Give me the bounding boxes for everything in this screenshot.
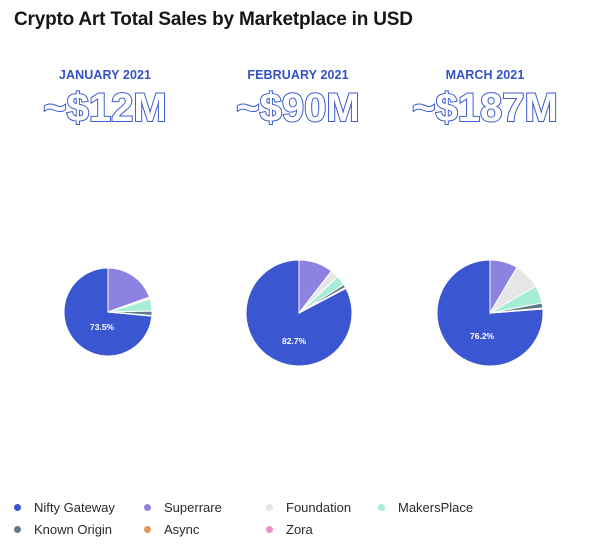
legend-label: MakersPlace	[398, 499, 474, 515]
legend-row-1: Nifty Gateway Superrare Foundation MakersPl…	[14, 496, 594, 518]
legend-swatch	[144, 503, 151, 511]
total-sales-january: ~$12M	[42, 85, 167, 131]
legend-swatch	[14, 503, 21, 511]
legend-item-foundation: Foundation	[266, 500, 378, 515]
pie-data-label: 76.2%	[470, 331, 495, 341]
chart-title: Crypto Art Total Sales by Marketplace in…	[14, 9, 413, 30]
total-sales-february: ~$90M	[235, 85, 360, 131]
legend-item-nifty-gateway: Nifty Gateway	[14, 500, 144, 515]
legend-item-async: Async	[144, 522, 266, 537]
pie-january: 73.5%	[63, 267, 153, 357]
column-march: MARCH 2021 ~$187M	[400, 68, 570, 131]
legend-swatch	[378, 503, 385, 511]
legend-label: Known Origin	[34, 521, 113, 537]
month-label-january: JANUARY 2021	[58, 68, 152, 82]
legend-item-superrare: Superrare	[144, 500, 266, 515]
pie-slice-superrare	[107, 267, 151, 313]
legend-item-zora: Zora	[266, 522, 378, 537]
pie-slice-zora	[107, 311, 153, 317]
legend-swatch	[14, 525, 21, 533]
month-label-february: FEBRUARY 2021	[247, 68, 349, 82]
legend-swatch	[266, 503, 273, 511]
legend-swatch	[144, 525, 151, 533]
legend-row-2: Known Origin Async Zora	[14, 518, 594, 540]
pie-february: 82.7%	[245, 259, 353, 367]
pie-slice-zora	[298, 287, 347, 314]
legend-label: Async	[164, 521, 200, 537]
pie-data-label: 82.7%	[282, 336, 307, 346]
legend-item-makersplace: MakersPlace	[378, 500, 518, 515]
month-label-march: MARCH 2021	[445, 68, 525, 82]
pie-data-label: 73.5%	[90, 322, 115, 332]
legend-label: Foundation	[286, 499, 352, 515]
legend-label: Zora	[286, 521, 313, 537]
legend-label: Superrare	[164, 499, 222, 515]
column-january: JANUARY 2021 ~$12M	[20, 68, 190, 131]
legend-item-known-origin: Known Origin	[14, 522, 144, 537]
pie-march: 76.2%	[436, 259, 544, 367]
pie-slice-zora	[489, 308, 544, 314]
total-sales-march: ~$187M	[411, 85, 559, 131]
legend-label: Nifty Gateway	[34, 499, 115, 515]
legend-swatch	[266, 525, 273, 533]
legend: Nifty Gateway Superrare Foundation MakersPl…	[14, 496, 594, 540]
column-february: FEBRUARY 2021 ~$90M	[213, 68, 383, 131]
